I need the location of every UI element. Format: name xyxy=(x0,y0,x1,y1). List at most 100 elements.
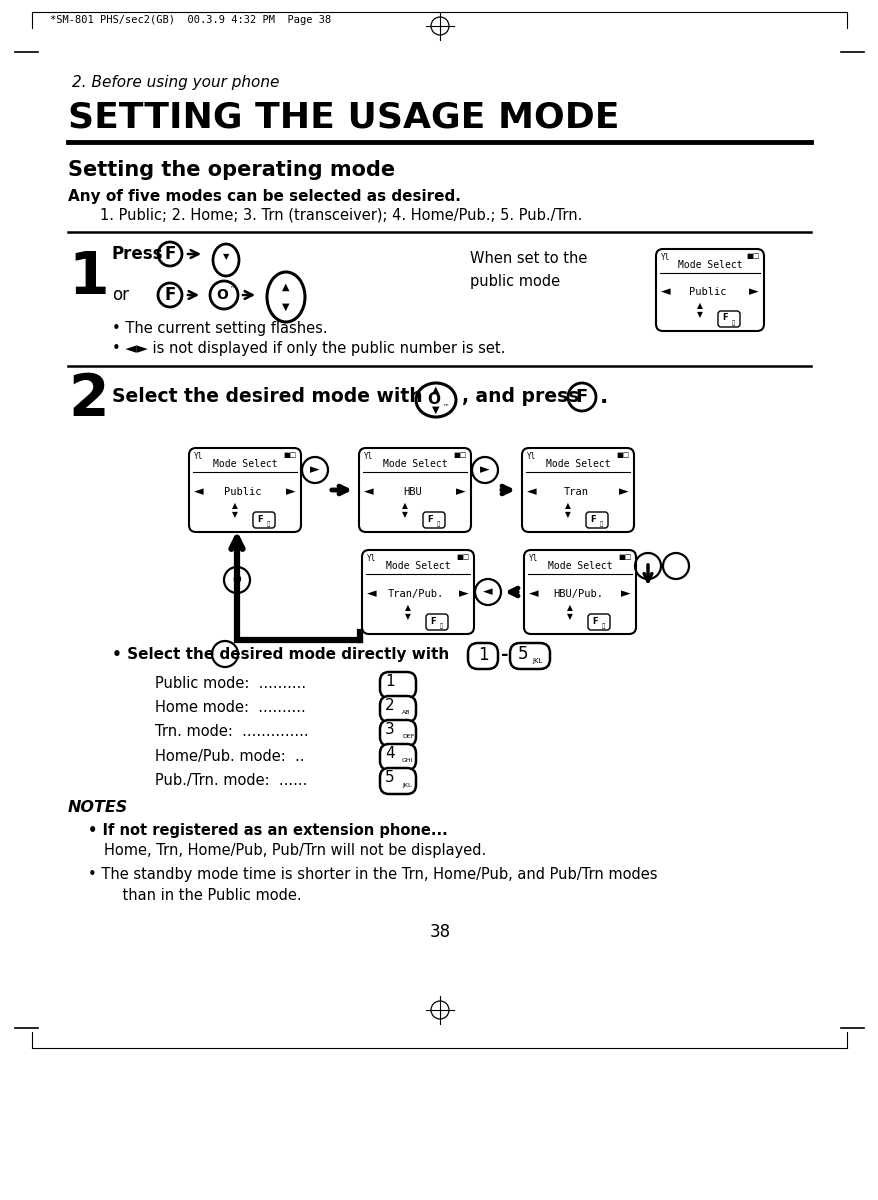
FancyBboxPatch shape xyxy=(253,512,275,528)
Text: or: or xyxy=(112,286,129,304)
Text: Yl: Yl xyxy=(660,253,670,262)
Text: ▼: ▼ xyxy=(566,612,572,622)
Text: ▼: ▼ xyxy=(282,302,290,312)
Text: ■□: ■□ xyxy=(746,253,759,259)
Text: ◄: ◄ xyxy=(194,486,204,498)
Text: ⨉: ⨉ xyxy=(600,521,602,527)
Text: ►: ► xyxy=(479,463,489,476)
Text: , and press: , and press xyxy=(462,388,579,407)
Text: When set to the
public mode: When set to the public mode xyxy=(470,251,587,289)
FancyBboxPatch shape xyxy=(379,744,415,770)
Text: ▼: ▼ xyxy=(232,510,238,520)
Text: 1. Public; 2. Home; 3. Trn (transceiver); 4. Home/Pub.; 5. Pub./Trn.: 1. Public; 2. Home; 3. Trn (transceiver)… xyxy=(100,208,582,222)
Text: ▼: ▼ xyxy=(696,311,702,319)
Text: 4: 4 xyxy=(385,746,394,762)
Text: F: F xyxy=(164,286,176,304)
Text: F: F xyxy=(164,245,176,263)
Text: ■□: ■□ xyxy=(284,452,297,458)
FancyBboxPatch shape xyxy=(717,311,739,326)
Text: O: O xyxy=(427,392,440,408)
Text: 1: 1 xyxy=(68,250,109,306)
Text: Any of five modes can be selected as desired.: Any of five modes can be selected as des… xyxy=(68,188,460,204)
Text: .: . xyxy=(600,386,608,407)
Text: ▼: ▼ xyxy=(405,612,411,622)
Text: ◄: ◄ xyxy=(367,588,376,600)
Text: Public mode:  ..........: Public mode: .......... xyxy=(155,677,306,691)
FancyBboxPatch shape xyxy=(586,512,608,528)
Text: Mode Select: Mode Select xyxy=(385,560,450,571)
Text: ▼: ▼ xyxy=(432,404,439,415)
Text: DEF: DEF xyxy=(401,734,414,739)
FancyBboxPatch shape xyxy=(189,448,300,532)
Text: Setting the operating mode: Setting the operating mode xyxy=(68,160,395,180)
Text: ■□: ■□ xyxy=(618,554,631,560)
Text: ►: ► xyxy=(459,588,469,600)
FancyBboxPatch shape xyxy=(362,550,473,634)
Text: ►: ► xyxy=(619,486,629,498)
Text: ■□: ■□ xyxy=(457,554,470,560)
FancyBboxPatch shape xyxy=(587,614,609,630)
Text: ◄: ◄ xyxy=(483,586,493,599)
Text: ▲: ▲ xyxy=(232,502,238,510)
Text: ▲: ▲ xyxy=(696,301,702,311)
Text: Yl: Yl xyxy=(363,452,373,461)
Text: 1: 1 xyxy=(385,674,394,690)
Text: • If not registered as an extension phone...: • If not registered as an extension phon… xyxy=(88,822,447,838)
Text: Home mode:  ..........: Home mode: .......... xyxy=(155,701,306,715)
Text: Tran: Tran xyxy=(563,487,588,497)
Text: SETTING THE USAGE MODE: SETTING THE USAGE MODE xyxy=(68,101,619,134)
Text: ▲: ▲ xyxy=(566,604,572,612)
Text: ⨉: ⨉ xyxy=(267,521,270,527)
FancyBboxPatch shape xyxy=(509,643,550,670)
Text: Tran/Pub.: Tran/Pub. xyxy=(387,589,443,599)
FancyBboxPatch shape xyxy=(467,643,498,670)
Text: 2. Before using your phone: 2. Before using your phone xyxy=(72,74,279,90)
Text: ■□: ■□ xyxy=(453,452,466,458)
FancyBboxPatch shape xyxy=(379,768,415,794)
Text: ►: ► xyxy=(310,463,320,476)
Text: 38: 38 xyxy=(429,923,450,941)
Text: ◄: ◄ xyxy=(529,588,538,600)
Text: NOTES: NOTES xyxy=(68,800,128,816)
Text: Yl: Yl xyxy=(194,452,203,461)
Text: ▼: ▼ xyxy=(222,252,229,262)
Text: Home, Trn, Home/Pub, Pub/Trn will not be displayed.: Home, Trn, Home/Pub, Pub/Trn will not be… xyxy=(104,842,486,858)
Text: ⨉: ⨉ xyxy=(601,623,605,629)
Text: O: O xyxy=(233,575,241,584)
Text: GHI: GHI xyxy=(401,758,413,763)
Text: ►: ► xyxy=(621,588,630,600)
Text: F: F xyxy=(722,313,727,323)
Text: ▲: ▲ xyxy=(282,282,290,292)
FancyBboxPatch shape xyxy=(523,550,636,634)
Text: ▲: ▲ xyxy=(401,502,407,510)
Text: Yl: Yl xyxy=(529,554,537,563)
Text: 2: 2 xyxy=(68,372,109,428)
FancyBboxPatch shape xyxy=(422,512,444,528)
Text: ◄: ◄ xyxy=(527,486,536,498)
Text: Mode Select: Mode Select xyxy=(547,560,612,571)
Text: ■□: ■□ xyxy=(616,452,630,458)
FancyBboxPatch shape xyxy=(379,672,415,698)
Text: ◄: ◄ xyxy=(363,486,373,498)
Text: F: F xyxy=(429,617,435,625)
FancyBboxPatch shape xyxy=(379,696,415,722)
Text: ▼: ▼ xyxy=(401,510,407,520)
Text: Press: Press xyxy=(112,245,163,263)
Text: 5: 5 xyxy=(517,646,528,662)
Text: 3: 3 xyxy=(385,722,394,738)
Text: Mode Select: Mode Select xyxy=(677,260,741,270)
Text: ⨉: ⨉ xyxy=(436,521,440,527)
Text: ▲: ▲ xyxy=(565,502,571,510)
FancyBboxPatch shape xyxy=(379,720,415,746)
Text: F: F xyxy=(575,388,587,406)
Text: -: - xyxy=(500,646,507,664)
Text: • The standby mode time is shorter in the Trn, Home/Pub, and Pub/Trn modes: • The standby mode time is shorter in th… xyxy=(88,868,657,882)
Text: ▲: ▲ xyxy=(405,604,411,612)
Text: • Select the desired mode directly with: • Select the desired mode directly with xyxy=(112,648,449,662)
Text: ᵐ: ᵐ xyxy=(443,402,448,412)
Text: ▼: ▼ xyxy=(565,510,571,520)
Text: ◄: ◄ xyxy=(660,286,670,299)
Text: AB: AB xyxy=(401,710,410,715)
FancyBboxPatch shape xyxy=(426,614,448,630)
Text: *SM-801 PHS/sec2(GB)  00.3.9 4:32 PM  Page 38: *SM-801 PHS/sec2(GB) 00.3.9 4:32 PM Page… xyxy=(50,14,331,25)
